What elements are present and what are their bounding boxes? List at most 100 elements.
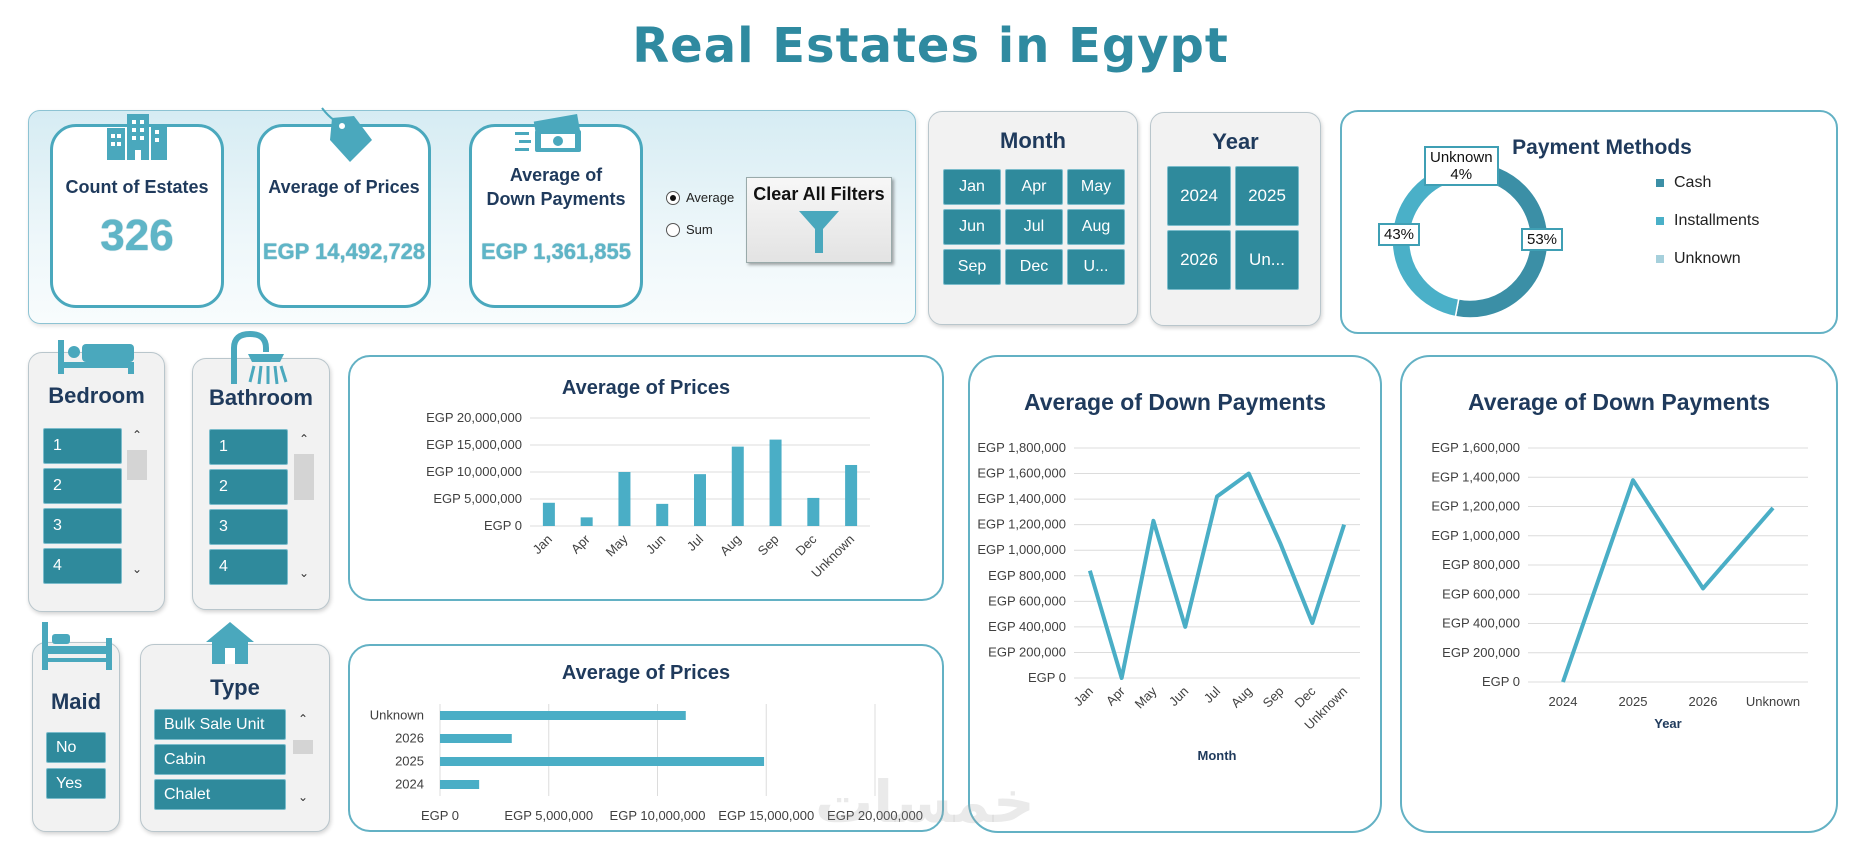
y-tick-label: EGP 800,000 [988, 568, 1066, 583]
y-tick-label: EGP 1,800,000 [977, 440, 1066, 455]
house-icon [206, 622, 254, 664]
y-tick-label: Unknown [370, 708, 424, 723]
y-tick-label: EGP 600,000 [988, 593, 1066, 608]
y-tick-label: EGP 1,000,000 [1431, 528, 1520, 543]
x-axis-title: Year [1654, 716, 1681, 731]
y-tick-label: EGP 1,000,000 [977, 542, 1066, 557]
maid-tile[interactable]: No [46, 732, 106, 763]
legend-item-cash: Cash [1656, 174, 1711, 192]
scroll-up-icon[interactable]: ⌃ [297, 712, 309, 726]
clear-all-filters-label: Clear All Filters [753, 184, 885, 204]
x-tick-label: Apr [568, 531, 593, 556]
month-tile[interactable]: Dec [1005, 249, 1063, 285]
month-tile[interactable]: Apr [1005, 169, 1063, 205]
y-tick-label: EGP 20,000,000 [426, 410, 522, 425]
watermark: خمسات [815, 768, 1035, 836]
scroll-thumb[interactable] [294, 454, 314, 500]
legend-item-installments: Installments [1656, 212, 1759, 230]
clear-all-filters-button[interactable]: Clear All Filters [746, 177, 892, 263]
legend-label: Unknown [1674, 250, 1741, 267]
year-tile[interactable]: 2025 [1235, 166, 1299, 226]
bedroom-slicer-title: Bedroom [48, 383, 145, 408]
y-tick-label: EGP 5,000,000 [433, 491, 522, 506]
bathroom-scrollbar[interactable]: ⌃ ⌄ [294, 432, 314, 582]
bathroom-tile[interactable]: 3 [209, 509, 288, 545]
radio-selected-icon [666, 190, 680, 205]
bathroom-tile[interactable]: 1 [209, 429, 288, 465]
bedroom-scrollbar[interactable]: ⌃ ⌄ [127, 428, 147, 578]
aggregation-average-radio[interactable]: Average [666, 190, 734, 205]
series-line [1561, 478, 1775, 683]
radio-unselected-icon [666, 222, 680, 237]
avg-down-month-title: Average of Down Payments [1023, 389, 1327, 415]
type-tile[interactable]: Cabin [154, 744, 286, 775]
kpi-down-title: Average of Down Payments [486, 165, 626, 209]
donut-slice-cash [1454, 161, 1549, 319]
x-tick-label: Sep [1260, 684, 1287, 711]
x-tick-label: Jun [643, 532, 668, 557]
scroll-thumb[interactable] [293, 740, 313, 754]
bathroom-tile[interactable]: 2 [209, 469, 288, 505]
bedroom-tile[interactable]: 3 [43, 508, 122, 544]
scroll-up-icon[interactable]: ⌃ [298, 432, 310, 446]
bedroom-tile[interactable]: 1 [43, 428, 122, 464]
scroll-down-icon[interactable]: ⌄ [298, 566, 310, 580]
x-tick-label: Apr [1103, 683, 1128, 708]
bar-unknown [440, 711, 686, 720]
x-tick-label: 2024 [1549, 694, 1578, 709]
month-tile[interactable]: May [1067, 169, 1125, 205]
kpi-price-title: Average of Prices [268, 177, 420, 197]
month-tile[interactable]: U... [1067, 249, 1125, 285]
bar-jun [656, 503, 669, 526]
y-tick-label: EGP 400,000 [1442, 616, 1520, 631]
scroll-down-icon[interactable]: ⌄ [297, 790, 309, 804]
bar-aug [731, 446, 744, 526]
scroll-up-icon[interactable]: ⌃ [131, 428, 143, 442]
avg-prices-month-chart: EGP 0 EGP 5,000,000 EGP 10,000,000 EGP 15,0… [426, 410, 870, 580]
avg-prices-year-title: Average of Prices [561, 662, 731, 684]
year-slicer-title: Year [1212, 129, 1259, 154]
month-tile[interactable]: Jun [943, 209, 1001, 245]
kpi-card-avg-down: Average of Down Payments EGP 1,361,855 [469, 124, 643, 308]
bathroom-tile[interactable]: 4 [209, 549, 288, 585]
x-tick-label: Dec [792, 531, 819, 558]
donut-label-cash: 53% [1521, 228, 1564, 251]
month-tile[interactable]: Jan [943, 169, 1001, 205]
single-bed-icon [42, 622, 112, 670]
x-tick-label: Dec [1291, 683, 1318, 710]
type-scrollbar[interactable]: ⌃ ⌄ [293, 712, 313, 812]
y-tick-label: EGP 1,600,000 [977, 466, 1066, 481]
type-tile[interactable]: Chalet [154, 779, 286, 810]
aggregation-sum-radio[interactable]: Sum [666, 222, 713, 237]
bar-may [618, 472, 631, 526]
year-tile[interactable]: 2026 [1167, 230, 1231, 290]
scroll-down-icon[interactable]: ⌄ [131, 562, 143, 576]
year-tile[interactable]: 2024 [1167, 166, 1231, 226]
bedroom-tile[interactable]: 2 [43, 468, 122, 504]
x-tick-label: EGP 5,000,000 [504, 808, 593, 823]
month-tile[interactable]: Aug [1067, 209, 1125, 245]
type-tile[interactable]: Bulk Sale Unit [154, 709, 286, 740]
avg-prices-year-chart: EGP 0 EGP 5,000,000 EGP 10,000,000 EGP 15,0… [370, 704, 923, 823]
scroll-thumb[interactable] [127, 450, 147, 480]
x-tick-label: Aug [1228, 684, 1255, 711]
month-tile[interactable]: Jul [1005, 209, 1063, 245]
bar-unknown [845, 464, 858, 526]
kpi-price-value: EGP 14,492,728 [262, 239, 426, 264]
legend-swatch [1656, 255, 1664, 263]
y-tick-label: EGP 1,200,000 [977, 517, 1066, 532]
month-tile[interactable]: Sep [943, 249, 1001, 285]
x-tick-label: EGP 10,000,000 [610, 808, 706, 823]
month-slicer-title: Month [1000, 128, 1066, 153]
y-tick-label: EGP 400,000 [988, 619, 1066, 634]
maid-tile[interactable]: Yes [46, 768, 106, 799]
y-tick-label: EGP 0 [484, 518, 522, 533]
avg-down-year-chart: EGP 0 EGP 200,000 EGP 400,000 EGP 600,000 EG… [1431, 440, 1808, 731]
y-tick-label: EGP 1,400,000 [1431, 469, 1520, 484]
legend-item-unknown: Unknown [1656, 250, 1741, 268]
bedroom-tile[interactable]: 4 [43, 548, 122, 584]
legend-swatch [1656, 217, 1664, 225]
price-tag-icon [321, 107, 372, 162]
year-tile[interactable]: Un... [1235, 230, 1299, 290]
x-tick-label: 2026 [1689, 694, 1718, 709]
